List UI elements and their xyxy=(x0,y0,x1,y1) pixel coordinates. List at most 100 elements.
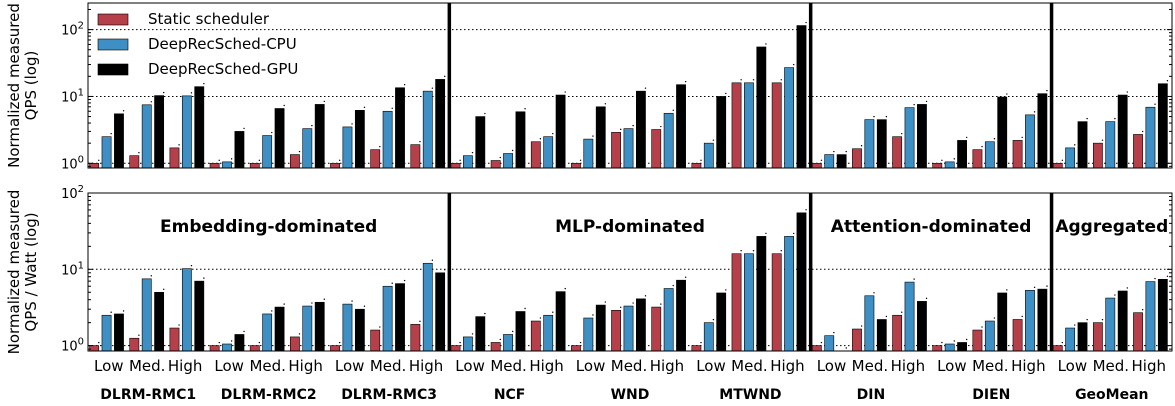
bar-dlrm-rmc2-2-2 xyxy=(314,301,325,352)
bar-din-2-2 xyxy=(917,301,927,352)
bar-dlrm-rmc2-1-2 xyxy=(274,306,285,352)
category-group-label: Aggregated xyxy=(1055,217,1168,237)
error-cap-mark xyxy=(792,232,795,235)
error-cap-mark xyxy=(271,131,273,134)
error-cap-mark xyxy=(712,318,715,321)
bar-dlrm-rmc2-1-0 xyxy=(249,345,260,352)
error-cap-mark xyxy=(431,259,434,261)
error-cap-mark xyxy=(1126,287,1128,289)
error-cap-mark xyxy=(1154,277,1156,280)
error-cap-mark xyxy=(283,104,285,107)
error-cap-mark xyxy=(511,149,514,152)
bar-dien-0-0 xyxy=(932,345,943,352)
error-cap-mark xyxy=(379,145,381,148)
error-cap-mark xyxy=(419,140,421,143)
error-cap-mark xyxy=(1074,324,1076,326)
error-cap-mark xyxy=(178,144,180,146)
error-cap-mark xyxy=(780,79,782,81)
error-cap-mark xyxy=(1101,318,1104,321)
bar-wnd-1-0 xyxy=(611,132,621,169)
error-cap-mark xyxy=(993,317,996,319)
bar-dlrm-rmc1-2-2 xyxy=(194,280,205,352)
error-cap-mark xyxy=(258,159,261,161)
bar-dlrm-rmc1-2-0 xyxy=(169,327,180,352)
error-cap-mark xyxy=(138,151,140,154)
y-tick-base: 10 xyxy=(61,90,78,105)
bar-geomean-1-2 xyxy=(1117,290,1128,352)
bar-dlrm-rmc2-2-0 xyxy=(290,336,300,352)
level-tick-label: Low xyxy=(94,357,124,375)
bar-dien-1-1 xyxy=(984,141,995,169)
error-cap-mark xyxy=(579,341,582,344)
error-cap-mark xyxy=(298,150,301,153)
bar-geomean-2-0 xyxy=(1133,134,1143,169)
level-tick-label: High xyxy=(1132,357,1166,375)
error-cap-mark xyxy=(203,277,205,279)
error-cap-mark xyxy=(604,103,607,105)
error-cap-mark xyxy=(1166,80,1169,82)
error-cap-mark xyxy=(1061,159,1064,161)
error-cap-mark xyxy=(391,107,393,109)
y-axis-label: QPS / Watt (log) xyxy=(22,212,40,331)
bar-dlrm-rmc1-1-1 xyxy=(141,104,152,169)
error-cap-mark xyxy=(712,139,715,141)
error-cap-mark xyxy=(1141,130,1144,133)
bar-ncf-2-1 xyxy=(543,314,554,352)
bar-ncf-1-0 xyxy=(490,160,501,169)
bar-dlrm-rmc3-0-1 xyxy=(342,126,353,169)
error-cap-mark xyxy=(953,158,955,160)
model-label-din: DIN xyxy=(857,387,886,403)
error-cap-mark xyxy=(243,127,245,130)
category-group-label: Embedding-dominated xyxy=(160,217,377,237)
bar-dlrm-rmc2-0-1 xyxy=(222,343,232,352)
bar-din-2-0 xyxy=(892,314,903,352)
error-cap-mark xyxy=(1021,136,1023,139)
bar-din-1-2 xyxy=(876,319,887,352)
bar-mtwnd-0-1 xyxy=(703,142,714,169)
error-cap-mark xyxy=(941,159,943,161)
bar-wnd-1-1 xyxy=(623,305,634,352)
error-cap-mark xyxy=(258,341,261,344)
level-tick-label: High xyxy=(891,357,925,375)
error-cap-mark xyxy=(1114,117,1116,120)
bar-dlrm-rmc3-0-2 xyxy=(354,308,365,352)
bar-dlrm-rmc1-2-1 xyxy=(181,268,192,352)
error-cap-mark xyxy=(230,340,233,342)
level-tick-label: Med. xyxy=(972,357,1008,375)
error-cap-mark xyxy=(524,108,526,110)
error-cap-mark xyxy=(178,324,180,326)
bar-dlrm-rmc2-2-1 xyxy=(302,305,313,352)
level-tick-label: Med. xyxy=(490,357,526,375)
error-cap-mark xyxy=(901,132,903,135)
error-cap-mark xyxy=(243,330,245,333)
bar-dlrm-rmc1-0-1 xyxy=(101,136,112,169)
error-cap-mark xyxy=(539,138,542,140)
error-cap-mark xyxy=(700,341,702,344)
error-cap-mark xyxy=(499,156,501,159)
error-cap-mark xyxy=(484,312,486,315)
error-cap-mark xyxy=(444,75,446,78)
error-cap-mark xyxy=(163,288,165,290)
bar-geomean-0-0 xyxy=(1052,345,1063,352)
error-cap-mark xyxy=(845,150,847,153)
error-cap-mark xyxy=(604,301,607,303)
error-cap-mark xyxy=(1114,294,1116,296)
bar-wnd-1-2 xyxy=(635,90,646,169)
legend-label: DeepRecSched-GPU xyxy=(148,60,298,78)
level-tick-label: Low xyxy=(817,357,847,375)
bar-dlrm-rmc1-0-2 xyxy=(114,113,124,169)
bar-wnd-2-0 xyxy=(651,129,662,169)
error-cap-mark xyxy=(338,159,341,161)
error-cap-mark xyxy=(873,292,875,294)
level-tick-label: Low xyxy=(335,357,365,375)
error-cap-mark xyxy=(98,159,100,161)
error-cap-mark xyxy=(684,80,687,83)
bar-dlrm-rmc1-2-1 xyxy=(181,95,192,169)
bar-ncf-0-0 xyxy=(450,162,461,169)
error-cap-mark xyxy=(780,250,782,252)
bar-ncf-0-0 xyxy=(450,345,461,352)
error-cap-mark xyxy=(431,87,434,89)
bar-geomean-0-1 xyxy=(1065,327,1076,352)
bar-wnd-0-2 xyxy=(595,304,606,352)
bar-dien-2-0 xyxy=(1012,140,1023,169)
